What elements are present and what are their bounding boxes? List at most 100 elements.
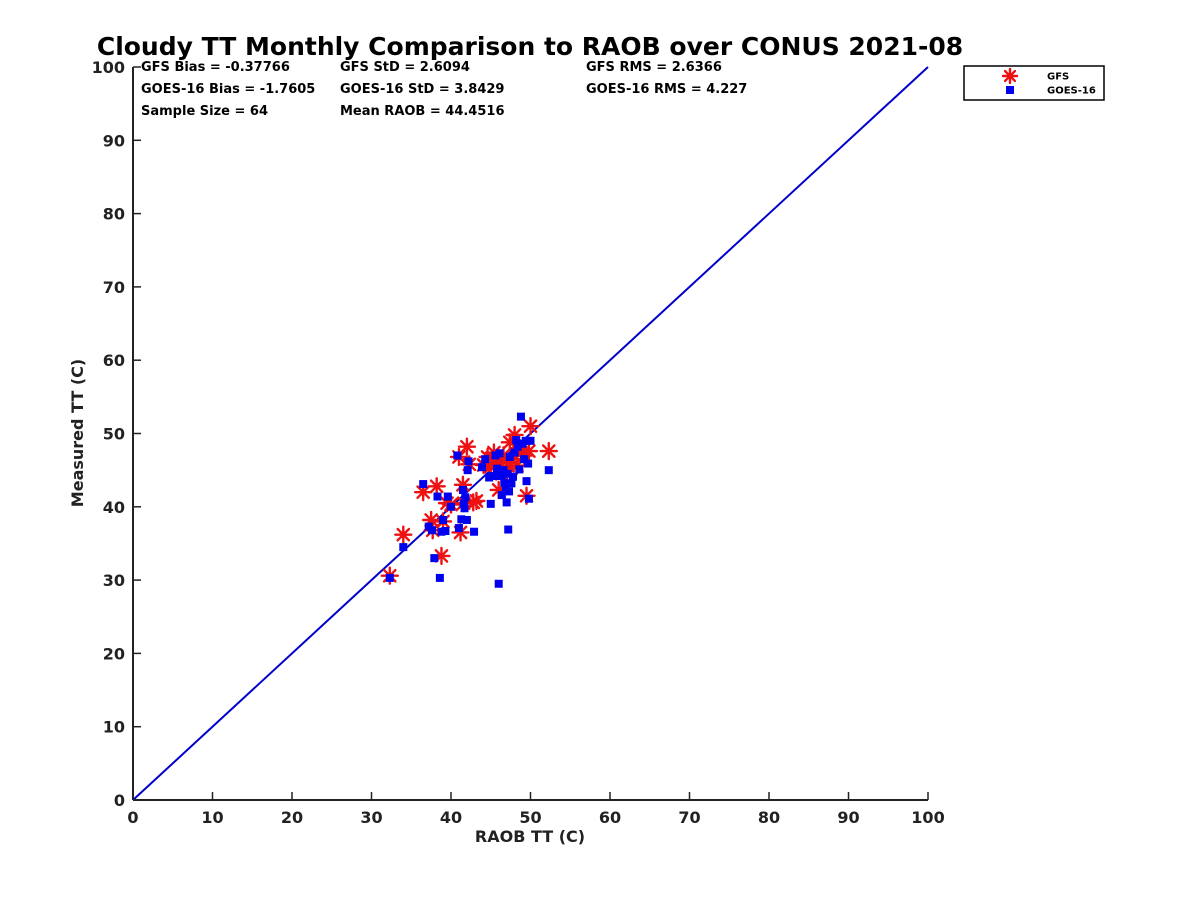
- y-axis-label: Measured TT (C): [68, 359, 87, 507]
- goes16-point: [494, 579, 503, 588]
- gfs-point: [457, 437, 477, 456]
- goes16-point: [526, 436, 535, 445]
- stat-text: GFS RMS = 2.6366: [586, 60, 722, 75]
- x-tick-label: 80: [758, 808, 780, 827]
- goes16-point: [512, 436, 521, 445]
- goes16-point: [470, 527, 479, 536]
- goes16-point: [489, 472, 498, 481]
- gfs-point: [394, 525, 413, 544]
- goes16-point: [463, 466, 472, 475]
- chart-title: Cloudy TT Monthly Comparison to RAOB ove…: [97, 32, 963, 61]
- goes16-point: [441, 526, 450, 535]
- goes16-point: [497, 491, 506, 500]
- y-tick-label: 60: [103, 351, 125, 370]
- stat-text: GOES-16 RMS = 4.227: [586, 82, 747, 97]
- goes16-point: [493, 464, 502, 473]
- goes16-point: [419, 480, 428, 489]
- y-tick-label: 0: [114, 791, 125, 810]
- series-goes-16: [385, 412, 553, 588]
- x-tick-label: 50: [519, 808, 541, 827]
- goes16-point: [460, 504, 469, 513]
- x-tick-label: 60: [599, 808, 621, 827]
- stat-text: Sample Size = 64: [141, 104, 268, 119]
- axis-ticks: 0 10 20 30 40 50 60 70 80 90 100 0 10 20 30 40 50 60 70 80 9…: [92, 58, 945, 827]
- legend: GFS GOES-16: [963, 65, 1105, 101]
- goes16-point: [459, 499, 468, 508]
- goes16-point: [504, 525, 513, 534]
- plot-area: 0 10 20 30 40 50 60 70 80 90 100 0 10 20 30 40 50 60 70 80 9…: [92, 58, 945, 827]
- goes16-point: [486, 499, 495, 508]
- goes16-point: [513, 442, 522, 451]
- goes16-point: [435, 573, 444, 582]
- x-axis-label: RAOB TT (C): [475, 827, 585, 846]
- stat-text: GOES-16 StD = 3.8429: [340, 82, 504, 97]
- goes16-point: [433, 492, 442, 501]
- goes16-point: [507, 479, 516, 488]
- y-tick-label: 50: [103, 425, 125, 444]
- x-tick-label: 10: [201, 808, 223, 827]
- legend-items: GFS GOES-16: [1001, 67, 1096, 97]
- goes16-point: [521, 436, 530, 445]
- goes16-point: [457, 515, 466, 524]
- goes16-point: [503, 469, 512, 478]
- goes16-point: [510, 448, 519, 457]
- goes16-point: [502, 498, 511, 507]
- goes16-point: [544, 466, 553, 475]
- x-tick-label: 100: [911, 808, 944, 827]
- statistics-block: GFS Bias = -0.37766 GFS StD = 2.6094 GFS R…: [141, 60, 747, 119]
- goes16-point: [524, 459, 533, 468]
- x-tick-label: 70: [678, 808, 700, 827]
- goes16-point: [520, 455, 529, 464]
- gfs-point: [521, 416, 540, 436]
- goes16-point: [500, 478, 509, 487]
- x-tick-label: 30: [360, 808, 382, 827]
- goes16-point: [464, 457, 473, 466]
- goes16-point: [453, 451, 462, 460]
- goes16-point: [443, 492, 452, 501]
- goes16-point: [454, 524, 463, 533]
- x-tick-label: 90: [837, 808, 859, 827]
- goes16-point: [497, 472, 506, 481]
- stat-text: Mean RAOB = 44.4516: [340, 104, 505, 119]
- goes16-point: [495, 449, 504, 458]
- goes16-point: [478, 463, 487, 472]
- y-tick-label: 70: [103, 278, 125, 297]
- legend-gfs-marker: [1001, 67, 1019, 85]
- goes16-point: [516, 412, 525, 421]
- data-points: [380, 412, 558, 588]
- gfs-point: [427, 477, 446, 496]
- legend-label: GFS: [1047, 72, 1069, 83]
- goes16-point: [515, 465, 524, 474]
- goes16-point: [505, 487, 514, 496]
- goes16-point: [509, 472, 518, 481]
- y-tick-label: 100: [92, 58, 125, 77]
- gfs-point: [467, 491, 486, 511]
- goes16-point: [385, 573, 394, 582]
- y-tick-label: 80: [103, 205, 125, 224]
- y-tick-label: 30: [103, 571, 125, 590]
- stat-text: GOES-16 Bias = -1.7605: [141, 82, 315, 97]
- legend-box: [963, 65, 1105, 101]
- goes16-point: [505, 452, 514, 461]
- stat-text: GFS StD = 2.6094: [340, 60, 470, 75]
- x-tick-label: 0: [127, 808, 138, 827]
- goes16-point: [458, 485, 467, 494]
- goes16-point: [439, 515, 448, 524]
- goes16-point: [522, 477, 531, 486]
- y-tick-label: 10: [103, 718, 125, 737]
- x-tick-label: 20: [281, 808, 303, 827]
- goes16-point: [447, 502, 455, 511]
- goes16-point: [524, 494, 533, 503]
- gfs-point: [539, 441, 558, 461]
- goes16-point: [481, 455, 490, 464]
- goes16-point: [461, 493, 470, 502]
- y-tick-label: 40: [103, 498, 125, 517]
- legend-label: GOES-16: [1047, 86, 1096, 97]
- goes16-point: [430, 554, 439, 563]
- stat-text: GFS Bias = -0.37766: [141, 60, 290, 75]
- goes16-point: [501, 483, 510, 492]
- goes16-point: [462, 515, 471, 524]
- goes16-point: [427, 526, 436, 535]
- y-tick-label: 90: [103, 131, 125, 150]
